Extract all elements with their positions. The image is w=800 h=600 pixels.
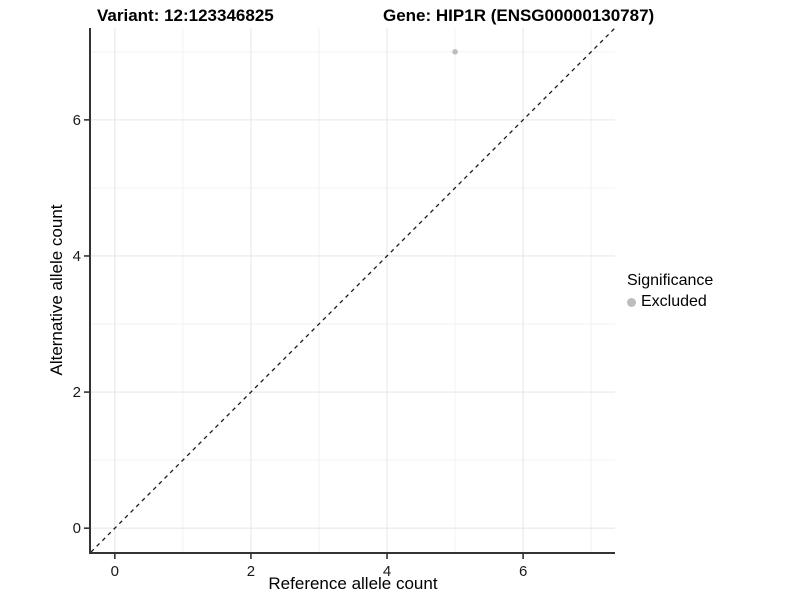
y-tick-label: 0	[73, 520, 81, 537]
excluded-point-icon	[627, 297, 636, 307]
x-axis-title: Reference allele count	[268, 574, 438, 593]
y-axis-title: Alternative allele count	[47, 204, 66, 376]
data-point-excluded	[452, 49, 458, 55]
legend-item-excluded: Excluded	[627, 293, 713, 311]
y-tick-label: 4	[73, 248, 81, 265]
variant-title: Variant: 12:123346825	[97, 6, 274, 25]
x-tick-label: 2	[247, 563, 255, 580]
gene-title: Gene: HIP1R (ENSG00000130787)	[383, 6, 655, 25]
legend: Significance Excluded	[627, 272, 713, 311]
identity-reference-line	[90, 27, 616, 553]
legend-title: Significance	[627, 272, 714, 289]
x-tick-label: 0	[111, 563, 119, 580]
x-tick-label: 4	[383, 563, 391, 580]
y-tick-label: 2	[73, 384, 81, 401]
y-tick-label: 6	[73, 112, 81, 129]
x-tick-label: 6	[519, 563, 527, 580]
legend-item-label: Excluded	[641, 293, 707, 310]
